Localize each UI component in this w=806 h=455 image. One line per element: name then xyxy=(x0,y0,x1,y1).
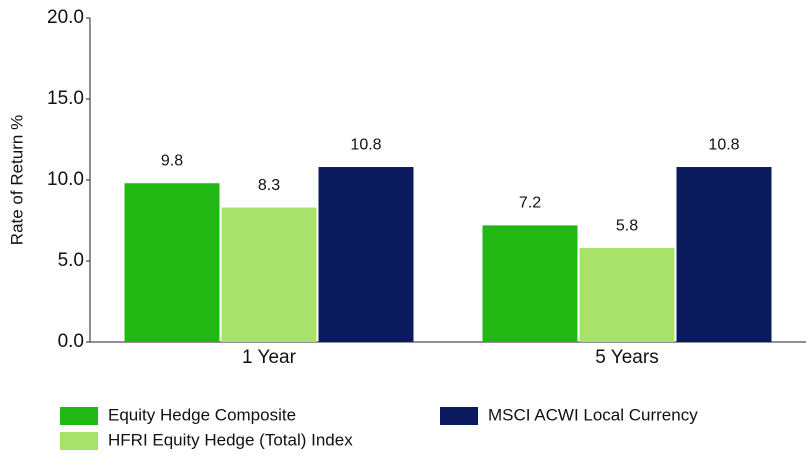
value-label: 9.8 xyxy=(161,152,183,169)
legend-swatch xyxy=(60,407,98,425)
bar xyxy=(482,225,578,342)
legend-label: MSCI ACWI Local Currency xyxy=(488,405,698,424)
legend-swatch xyxy=(60,432,98,450)
legend-label: Equity Hedge Composite xyxy=(108,405,296,424)
y-tick-label: 10.0 xyxy=(47,169,84,190)
y-tick-label: 0.0 xyxy=(58,331,84,352)
y-tick-label: 5.0 xyxy=(58,250,84,271)
bar xyxy=(221,207,317,342)
bar xyxy=(318,167,414,342)
value-label: 10.8 xyxy=(708,136,739,153)
legend-swatch xyxy=(440,407,478,425)
x-tick-label: 1 Year xyxy=(242,347,297,368)
value-label: 5.8 xyxy=(616,217,638,234)
value-label: 8.3 xyxy=(258,177,280,194)
bar xyxy=(579,248,675,342)
legend-label: HFRI Equity Hedge (Total) Index xyxy=(108,430,353,449)
x-tick-label: 5 Years xyxy=(595,347,658,368)
y-tick-label: 15.0 xyxy=(47,88,84,109)
y-axis-label: Rate of Return % xyxy=(7,115,26,245)
y-tick-label: 20.0 xyxy=(47,7,84,28)
bar xyxy=(124,183,220,342)
value-label: 10.8 xyxy=(350,136,381,153)
value-label: 7.2 xyxy=(519,195,541,212)
bar xyxy=(676,167,772,342)
